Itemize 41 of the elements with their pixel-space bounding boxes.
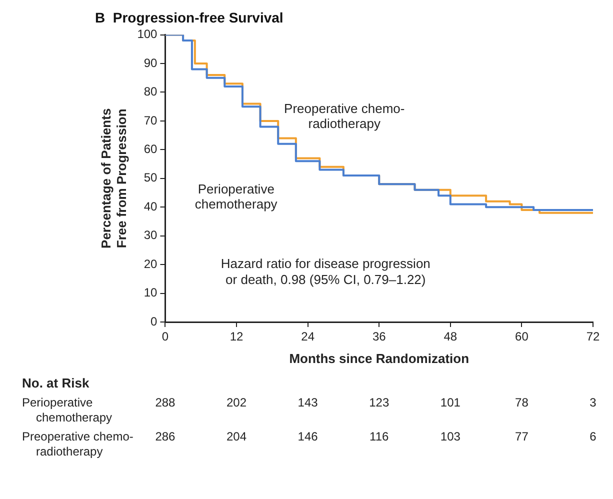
y-axis-title: Percentage of Patients Free from Progression <box>98 108 129 248</box>
y-tick-label: 100 <box>137 27 158 42</box>
annotation: Hazard ratio for disease progression or death, 0.98 (95% CI, 0.79–1.22) <box>220 256 430 288</box>
text: 78 <box>515 395 529 410</box>
x-tick-label: 24 <box>301 330 315 344</box>
y-tick-label: 60 <box>144 142 158 156</box>
text: 143 <box>298 395 318 410</box>
text: 286 <box>155 429 176 444</box>
text: Preoperative chemo- radiotherapy <box>22 429 134 458</box>
text: 204 <box>226 429 247 444</box>
x-tick-label: 36 <box>372 330 386 344</box>
y-tick-label: 10 <box>144 286 158 300</box>
x-axis-title: Months since Randomization <box>289 350 470 366</box>
text: 146 <box>298 429 318 444</box>
text: 123 <box>369 395 390 410</box>
y-tick-label: 50 <box>144 170 158 185</box>
text: 202 <box>226 395 247 410</box>
x-tick-label: 72 <box>586 330 600 344</box>
y-tick-label: 0 <box>150 314 158 328</box>
text: 288 <box>155 395 176 410</box>
y-tick-label: 90 <box>144 56 158 70</box>
y-tick-label: 40 <box>144 199 158 214</box>
text: 116 <box>370 429 389 444</box>
text: 103 <box>440 429 461 444</box>
text: 101 <box>440 395 461 410</box>
text: Perioperative chemotherapy <box>194 181 278 212</box>
x-tick-label: 60 <box>515 330 529 344</box>
x-tick-label: 12 <box>230 330 244 344</box>
text: 6 <box>590 429 597 444</box>
y-tick-label: 80 <box>144 84 158 99</box>
x-tick-label: 0 <box>162 330 169 344</box>
x-tick-label: 48 <box>444 330 458 344</box>
y-tick-label: 30 <box>144 228 158 242</box>
text: No. at Risk <box>22 376 90 391</box>
series-label: Preoperative chemo- radiotherapy <box>284 101 405 132</box>
chart-title: B Progression-free Survival <box>95 9 284 26</box>
text: 3 <box>590 395 597 410</box>
text: Perioperative chemotherapy <box>22 395 112 424</box>
y-tick-label: 20 <box>144 256 158 271</box>
y-tick-label: 70 <box>144 113 158 128</box>
text: 77 <box>515 429 529 444</box>
